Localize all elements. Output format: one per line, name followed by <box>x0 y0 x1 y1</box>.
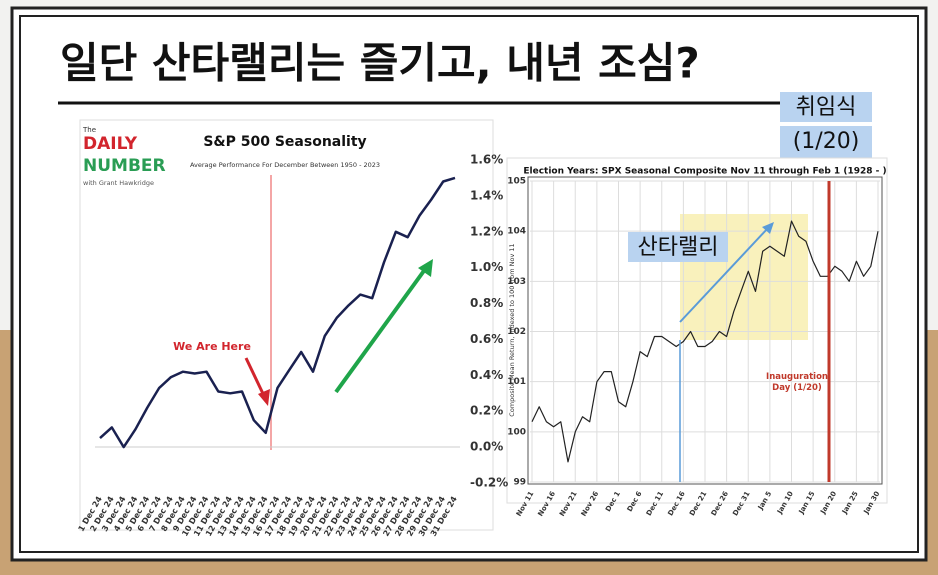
y-tick-label: 103 <box>507 277 526 287</box>
chart-title: S&P 500 Seasonality <box>203 134 366 150</box>
arrow-head <box>258 389 270 406</box>
chart-subtitle: Average Performance For December Between… <box>190 161 380 169</box>
page-title: 일단 산타랠리는 즐기고, 내년 조심? <box>60 39 700 88</box>
arrow <box>679 227 769 323</box>
plot-frame <box>527 176 883 485</box>
y-tick-label: 0.2% <box>470 404 503 418</box>
board-inner <box>19 15 919 553</box>
y-tick-label: 100 <box>507 427 526 437</box>
data-line <box>99 176 456 449</box>
brand: NUMBER <box>83 156 166 176</box>
y-tick-label: 0.6% <box>470 332 503 346</box>
y-tick-label: 0.4% <box>470 368 503 382</box>
y-tick-label: 0.8% <box>470 296 503 310</box>
brand: DAILY <box>83 134 138 154</box>
arrow-head <box>762 222 774 234</box>
y-tick-label: 1.0% <box>470 260 503 274</box>
chart-title: Election Years: SPX Seasonal Composite N… <box>523 167 886 177</box>
y-tick-label: -0.2% <box>470 476 508 490</box>
chart-panel <box>79 119 494 531</box>
annotation: 산타랠리 <box>638 235 719 260</box>
brand: with Grant Hawkridge <box>83 179 154 187</box>
y-tick-label: 102 <box>507 327 526 337</box>
y-axis-label: Composite Mean Return, Indexed to 100 fr… <box>508 243 516 416</box>
y-tick-label: 105 <box>507 177 526 187</box>
y-tick-label: 99 <box>513 478 526 488</box>
note-highlight <box>780 92 872 122</box>
arrow-head <box>418 259 433 277</box>
y-tick-label: 1.2% <box>470 224 503 238</box>
y-tick-label: 0.0% <box>470 440 503 454</box>
y-tick-label: 101 <box>507 377 526 387</box>
note-highlight <box>780 126 872 158</box>
annotation-bg <box>628 232 728 262</box>
y-tick-label: 104 <box>507 227 526 237</box>
arrow <box>334 266 428 394</box>
data-line <box>531 220 879 463</box>
note: 취임식 (1/20) <box>793 95 860 154</box>
annotation: We Are Here <box>173 340 251 353</box>
y-tick-label: 1.4% <box>470 188 503 202</box>
annotation: Inauguration Day (1/20) <box>766 372 828 393</box>
y-tick-label: 1.6% <box>470 153 503 167</box>
brand: The <box>82 126 96 134</box>
